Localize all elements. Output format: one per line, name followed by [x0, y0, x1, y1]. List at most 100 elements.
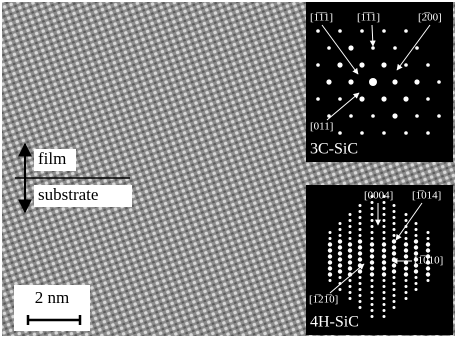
diffraction-spot [328, 272, 332, 276]
diffraction-spot [359, 222, 362, 225]
diffraction-spot [337, 62, 342, 67]
diffraction-spot [359, 96, 364, 101]
annotation: [2̅00] [418, 12, 442, 24]
diffraction-spot [393, 210, 396, 213]
annotation: [1̅21̅0] [309, 294, 338, 306]
diffraction-spot [371, 46, 375, 50]
diffraction-spot [427, 279, 430, 282]
annotation: [1̅1̅1] [357, 12, 380, 24]
inset-title: 3C-SiC [310, 141, 358, 158]
diffraction-spot [392, 263, 396, 267]
diffraction-spot [405, 213, 408, 216]
diffraction-spot [383, 303, 386, 306]
diffraction-spot [349, 114, 353, 118]
diffraction-spot [316, 97, 320, 101]
diffraction-spot [371, 285, 374, 288]
diffraction-spot [329, 237, 332, 240]
diffraction-spot [371, 225, 374, 228]
diffraction-spot [381, 96, 386, 101]
diffraction-spot [414, 245, 418, 249]
diffraction-spot [415, 282, 418, 285]
diffraction-spot [358, 245, 362, 249]
diffraction-spot [328, 266, 332, 270]
diffraction-spot [403, 96, 408, 101]
diffraction-spot [359, 228, 362, 231]
diffraction-spot [404, 272, 408, 276]
diffraction-spot [426, 242, 430, 246]
diffraction-spot [393, 288, 396, 291]
diffraction-spot [426, 248, 430, 252]
diffraction-spot [393, 228, 396, 231]
diffraction-spot [415, 114, 419, 118]
diffraction-spot [328, 260, 332, 264]
diffraction-spot [404, 266, 408, 270]
diffraction-spot [348, 79, 353, 84]
diffraction-spot [339, 276, 342, 279]
diffraction-spot [371, 207, 374, 210]
diffraction-spot [393, 294, 396, 297]
diffraction-spot [393, 204, 396, 207]
diffraction-spot [370, 254, 374, 258]
diffraction-spot [426, 266, 430, 270]
diffraction-spot [371, 231, 374, 234]
diffraction-spot [415, 222, 418, 225]
diffraction-spot [358, 251, 362, 255]
diffraction-spot [404, 63, 408, 67]
diffraction-spot [383, 225, 386, 228]
diffraction-spot [392, 245, 396, 249]
diffraction-spot [371, 315, 374, 318]
diffraction-spot [404, 254, 408, 258]
diffraction-spot [358, 269, 362, 273]
diffraction-spot [371, 309, 374, 312]
figure: film substrate 2 nm [1̅1̅1] [1̅1̅1] [2̅0… [0, 0, 457, 338]
diffraction-spot [348, 242, 352, 246]
annotation: [1̅014] [412, 190, 441, 202]
diffraction-spot [359, 210, 362, 213]
diffraction-spot [370, 242, 374, 246]
diffraction-spot [328, 254, 332, 258]
diffraction-spot [382, 272, 386, 276]
diffraction-spot [393, 306, 396, 309]
diffraction-spot [329, 279, 332, 282]
annotation: [1̅1̅1] [310, 12, 333, 24]
diffraction-spot [370, 260, 374, 264]
diffraction-spot [349, 297, 352, 300]
diffraction-spot [383, 231, 386, 234]
diffraction-spot [393, 234, 396, 237]
diffraction-spot [349, 231, 352, 234]
diffraction-spot [405, 219, 408, 222]
diffraction-spot [339, 288, 342, 291]
diffraction-spot [392, 269, 396, 273]
diffraction-spot [338, 239, 342, 243]
diffraction-spot [404, 131, 408, 135]
diffraction-spot [382, 266, 386, 270]
diffraction-spot [393, 276, 396, 279]
diffraction-spot [328, 242, 332, 246]
diffraction-spot [371, 303, 374, 306]
diffraction-spot [370, 272, 374, 276]
diffraction-spot [359, 282, 362, 285]
diffraction-spot [349, 291, 352, 294]
diffraction-spot [359, 234, 362, 237]
diffraction-spot [382, 248, 386, 252]
annotation: [0004] [364, 190, 393, 202]
diffraction-spot [437, 80, 441, 84]
diffraction-spot [327, 46, 331, 50]
diffraction-spot [371, 114, 375, 118]
diffraction-spot [359, 288, 362, 291]
diffraction-spot [383, 213, 386, 216]
diffraction-spot [383, 309, 386, 312]
diffraction-spot [349, 219, 352, 222]
diffraction-spot [381, 62, 386, 67]
diffraction-spot [349, 285, 352, 288]
diffraction-spot [326, 79, 331, 84]
diffraction-spot [369, 78, 377, 86]
diffraction-spot [359, 294, 362, 297]
diffraction-spot [383, 315, 386, 318]
diffraction-spot [359, 276, 362, 279]
diffraction-spot [382, 254, 386, 258]
diffraction-spot [415, 234, 418, 237]
diffraction-spot [359, 204, 362, 207]
diffraction-spot [338, 263, 342, 267]
diffraction-spot [405, 285, 408, 288]
